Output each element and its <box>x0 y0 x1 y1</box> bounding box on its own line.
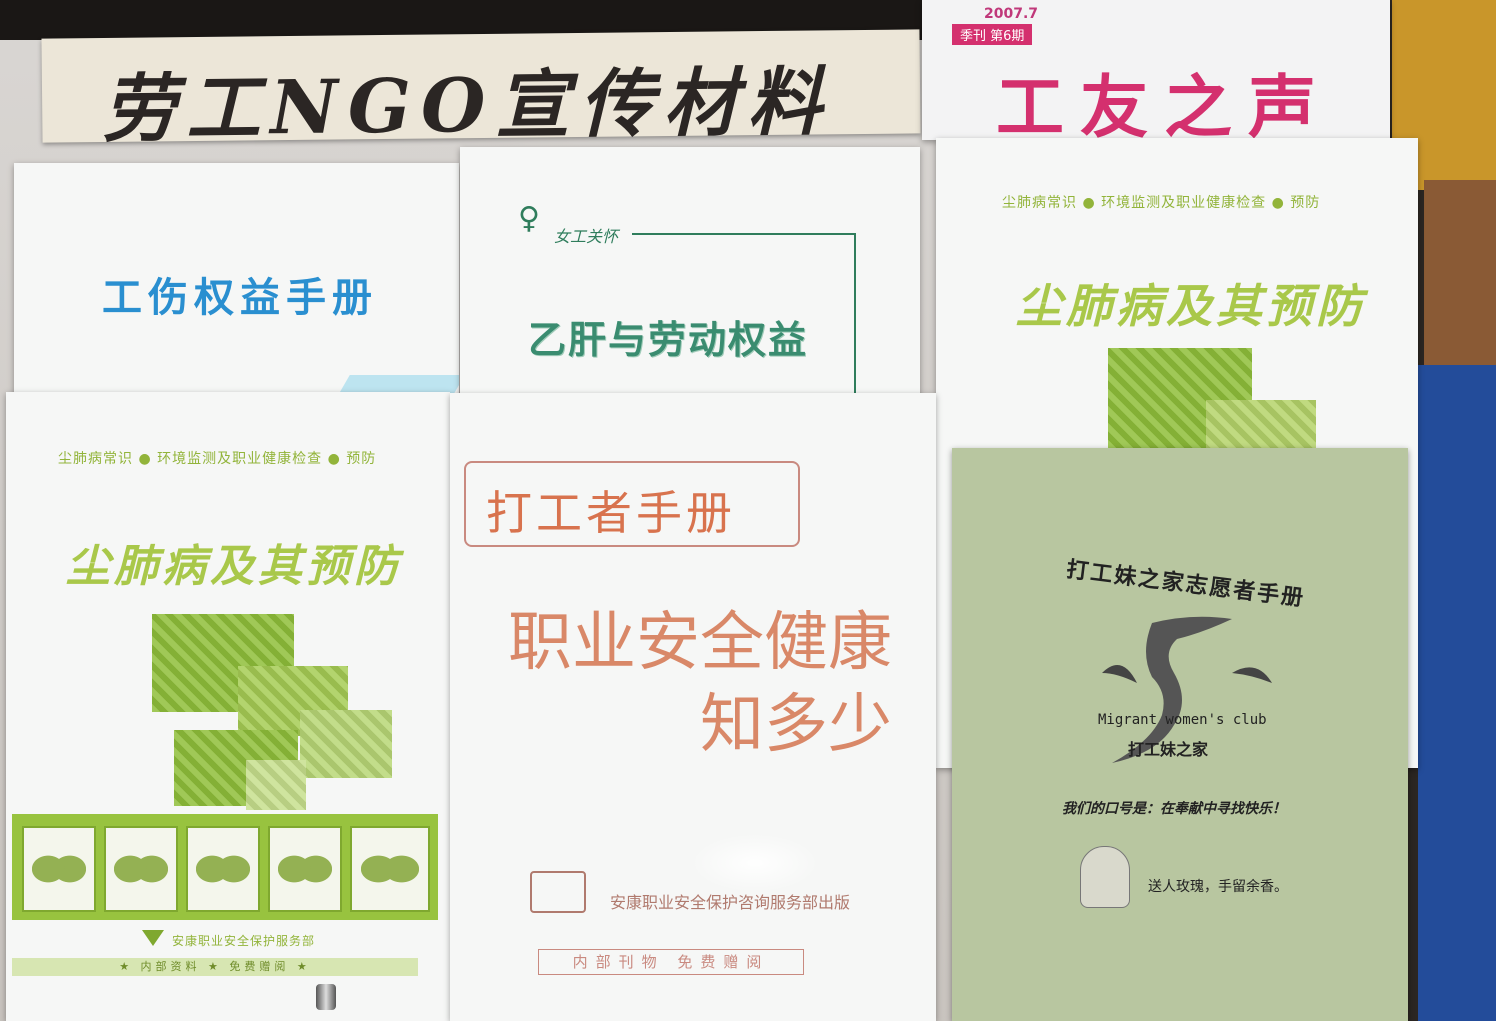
booklet-pneumo-left-logo-icon <box>142 930 164 946</box>
banner-card: 劳工NGO宣传材料 <box>41 29 921 153</box>
girl-portrait-icon <box>1080 846 1130 908</box>
dancing-woman-logo-icon <box>1102 616 1272 763</box>
booklet-worker-title: 打工者手册 <box>486 486 736 540</box>
booklet-pneumo-left: 尘肺病常识 ● 环境监测及职业健康检查 ● 预防 尘肺病及其预防 安康职业安全保… <box>6 392 450 1021</box>
booklet-migrant-motto: 送人玫瑰，手留余香。 <box>1148 879 1288 895</box>
booklet-worker-headline-1: 职业安全健康 <box>508 606 892 680</box>
booklet-pneumo-left-footer: ★ 内部资料 ★ 免费赠阅 ★ <box>12 958 418 976</box>
booklet-pneumo-left-publisher: 安康职业安全保护服务部 <box>172 934 316 948</box>
booklet-pneumo-top-title: 尘肺病及其预防 <box>1016 279 1366 333</box>
booklet-migrant-slogan: 我们的口号是：在奉献中寻找快乐！ <box>1062 801 1286 817</box>
booklet-hepatitis-logo-text: 女工关怀 <box>554 227 619 246</box>
booklet-worker-publisher: 安康职业安全保护咨询服务部出版 <box>610 893 851 912</box>
pin-icon <box>316 984 336 1010</box>
magazine-title: 工友之声 <box>996 68 1333 140</box>
booklet-hepatitis: ♀ 女工关怀 乙肝与劳动权益 <box>460 147 920 402</box>
booklet-worker-footer: 内部刊物 免费赠阅 <box>538 949 804 975</box>
right-book-blue <box>1418 365 1496 1021</box>
xray-film-4 <box>268 826 342 912</box>
booklet-pneumo-left-photo-4 <box>300 710 392 778</box>
booklet-injury-title: 工伤权益手册 <box>102 275 378 321</box>
stick-figure-icon: ♀ <box>518 201 540 236</box>
magazine-cover: 2007.7 季刊 第6期 工友之声 <box>922 0 1390 140</box>
magazine-date: 2007.7 <box>984 6 1039 22</box>
booklet-worker: 打工者手册 职业安全健康 知多少 安康职业安全保护咨询服务部出版 内部刊物 免费… <box>450 393 936 1021</box>
right-book-brown <box>1424 180 1496 370</box>
xray-film-strip <box>12 814 438 920</box>
xray-film-3 <box>186 826 260 912</box>
booklet-pneumo-left-subtitle: 尘肺病常识 ● 环境监测及职业健康检查 ● 预防 <box>58 451 377 467</box>
booklet-worker-headline-2: 知多少 <box>700 688 892 762</box>
flash-glare <box>690 833 820 893</box>
booklet-worker-logo-icon <box>530 871 586 913</box>
xray-film-5 <box>350 826 430 912</box>
xray-film-2 <box>104 826 178 912</box>
booklet-migrant: 打工妹之家志愿者手册 Migrant women's club 打工妹之家 我们… <box>952 448 1408 1021</box>
booklet-migrant-club-cn: 打工妹之家 <box>1128 740 1209 759</box>
booklet-migrant-club-en: Migrant women's club <box>1098 712 1267 728</box>
booklet-pneumo-left-photo-5 <box>246 760 306 810</box>
booklet-hepatitis-title: 乙肝与劳动权益 <box>528 318 809 362</box>
booklet-pneumo-top-subtitle: 尘肺病常识 ● 环境监测及职业健康检查 ● 预防 <box>1002 195 1321 211</box>
booklet-pneumo-left-title: 尘肺病及其预防 <box>66 541 402 592</box>
magazine-issue: 季刊 第6期 <box>952 24 1033 45</box>
booklet-pneumo-left-photo-1 <box>152 614 294 712</box>
xray-film-1 <box>22 826 96 912</box>
booklet-migrant-title: 打工妹之家志愿者手册 <box>1065 557 1307 612</box>
banner-title: 劳工NGO宣传材料 <box>101 59 832 153</box>
booklet-injury: 工伤权益手册 <box>14 163 459 413</box>
booklet-hepatitis-rule <box>632 233 854 235</box>
booklet-hepatitis-rule-vertical <box>854 233 856 402</box>
booklet-worker-title-frame <box>464 461 800 547</box>
